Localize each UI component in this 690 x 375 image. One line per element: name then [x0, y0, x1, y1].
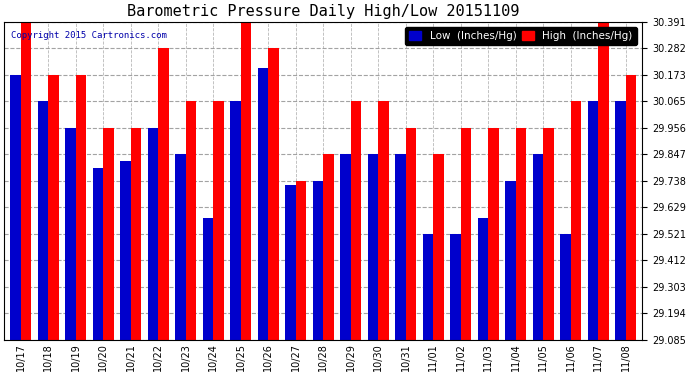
Bar: [257, 68, 268, 340]
Bar: [186, 101, 196, 340]
Bar: [450, 234, 461, 340]
Bar: [285, 185, 295, 340]
Bar: [241, 22, 251, 340]
Bar: [120, 161, 130, 340]
Bar: [38, 101, 48, 340]
Bar: [148, 128, 158, 340]
Bar: [48, 75, 59, 340]
Bar: [515, 128, 526, 340]
Text: Copyright 2015 Cartronics.com: Copyright 2015 Cartronics.com: [10, 31, 166, 40]
Bar: [505, 181, 515, 340]
Bar: [406, 128, 416, 340]
Legend: Low  (Inches/Hg), High  (Inches/Hg): Low (Inches/Hg), High (Inches/Hg): [405, 27, 637, 45]
Bar: [213, 101, 224, 340]
Bar: [433, 154, 444, 340]
Bar: [588, 101, 598, 340]
Bar: [10, 75, 21, 340]
Bar: [543, 128, 553, 340]
Bar: [21, 22, 31, 340]
Bar: [323, 154, 333, 340]
Bar: [560, 234, 571, 340]
Bar: [313, 181, 323, 340]
Bar: [615, 101, 626, 340]
Bar: [368, 154, 378, 340]
Bar: [488, 128, 499, 340]
Bar: [158, 48, 168, 340]
Bar: [423, 234, 433, 340]
Bar: [571, 101, 581, 340]
Bar: [533, 154, 543, 340]
Bar: [461, 128, 471, 340]
Bar: [477, 218, 488, 340]
Bar: [351, 101, 361, 340]
Bar: [230, 101, 241, 340]
Title: Barometric Pressure Daily High/Low 20151109: Barometric Pressure Daily High/Low 20151…: [127, 4, 520, 19]
Bar: [76, 75, 86, 340]
Bar: [295, 181, 306, 340]
Bar: [268, 48, 279, 340]
Bar: [598, 22, 609, 340]
Bar: [130, 128, 141, 340]
Bar: [340, 154, 351, 340]
Bar: [66, 128, 76, 340]
Bar: [626, 75, 636, 340]
Bar: [378, 101, 388, 340]
Bar: [92, 168, 104, 340]
Bar: [104, 128, 114, 340]
Bar: [395, 154, 406, 340]
Bar: [203, 218, 213, 340]
Bar: [175, 154, 186, 340]
